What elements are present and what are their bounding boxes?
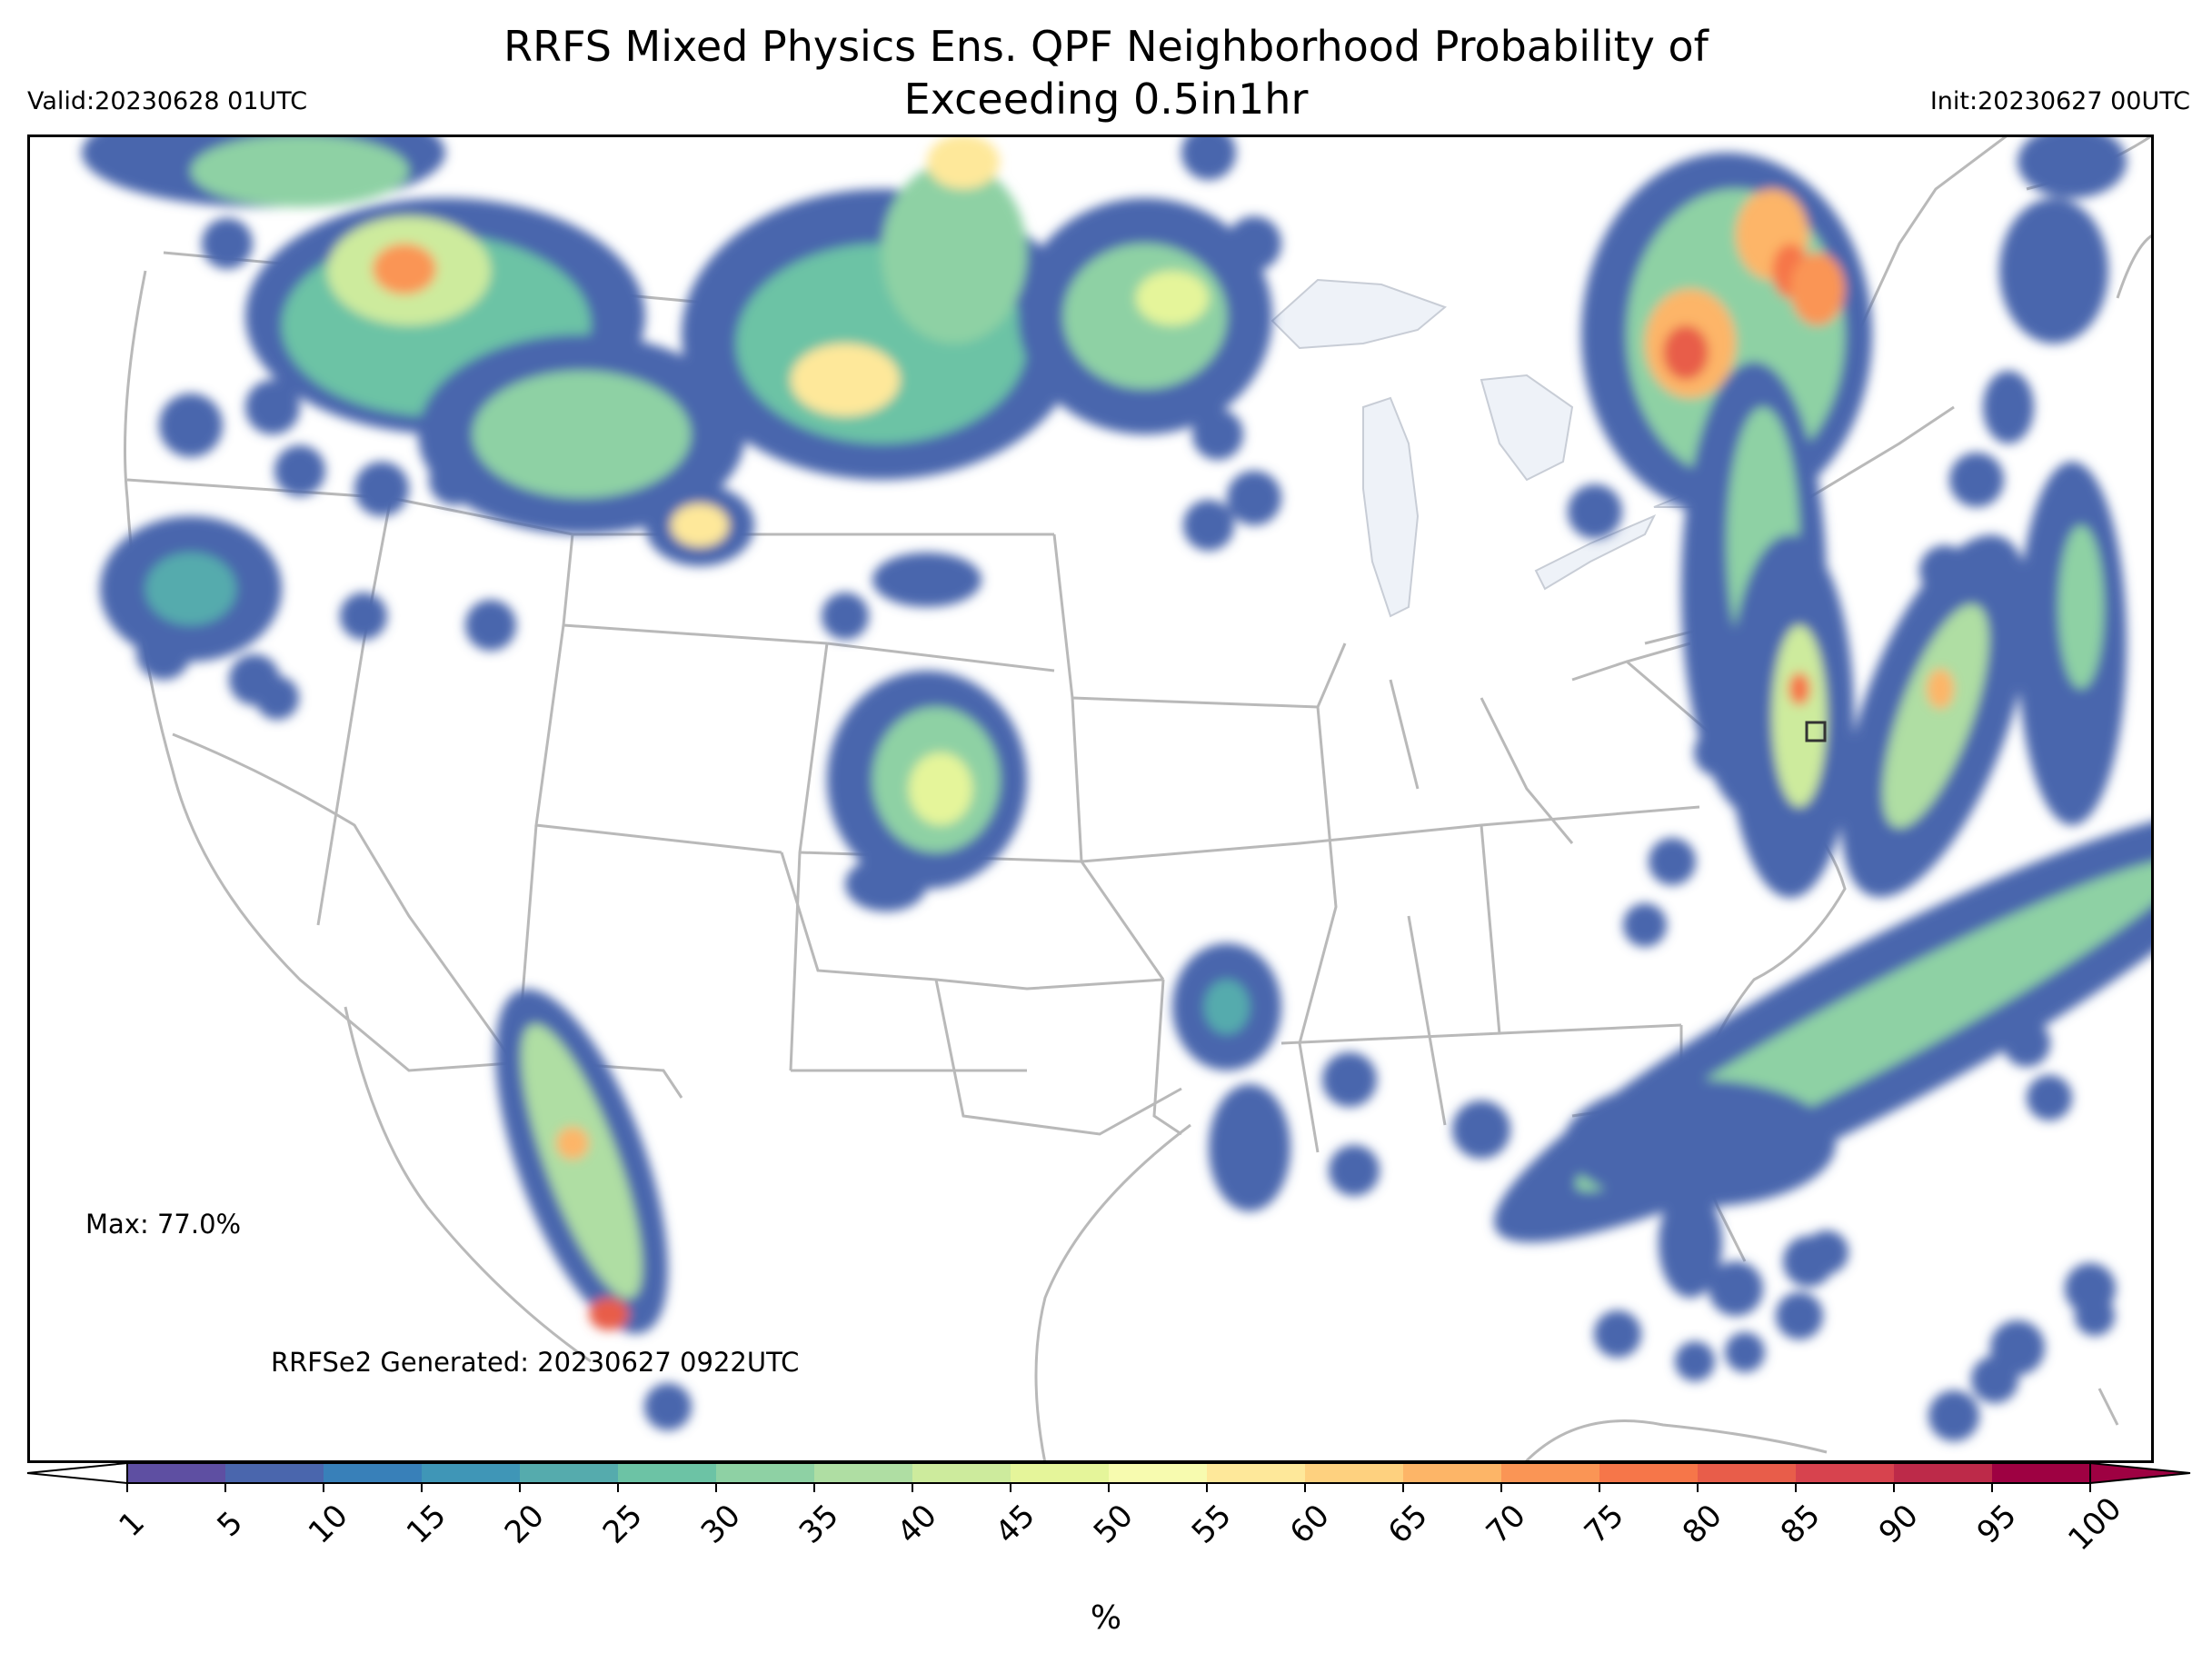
colorbar-tick-label: 40: [891, 1498, 944, 1551]
colorbar-cell: [1207, 1463, 1306, 1483]
title-line-1: RRFS Mixed Physics Ens. QPF Neighborhood…: [503, 22, 1709, 71]
colorbar-tick-label: 95: [1970, 1498, 2024, 1551]
plains-cluster: [827, 671, 1027, 911]
colorbar-tick-label: 45: [989, 1498, 1042, 1551]
colorbar-cell: [1599, 1463, 1699, 1483]
colorbar-cell: [1698, 1463, 1797, 1483]
colorbar-cell: [1992, 1463, 2091, 1483]
colorbar-cell: [912, 1463, 1011, 1483]
valid-time-label: Valid:20230628 01UTC: [27, 87, 308, 115]
colorbar-tick-label: 30: [694, 1498, 748, 1551]
colorbar-tick-label: 5: [210, 1504, 250, 1544]
map-title: RRFS Mixed Physics Ens. QPF Neighborhood…: [0, 20, 2212, 125]
colorbar-cell: [225, 1463, 324, 1483]
generated-label: RRFSe2 Generated: 20230627 0922UTC: [271, 1347, 800, 1378]
colorbar: 1 5 10 15 20 25 30 35 40 45 50 55 60 65 70 75 80 85 90 95 10…: [26, 1461, 2191, 1558]
colorbar-cell: [520, 1463, 619, 1483]
colorbar-cell: [814, 1463, 913, 1483]
colorbar-cell: [716, 1463, 815, 1483]
colorbar-cell: [1796, 1463, 1895, 1483]
colorbar-tick-label: 10: [302, 1498, 355, 1551]
init-time-label: Init:20230627 00UTC: [1929, 87, 2190, 115]
colorbar-tick-label: 20: [498, 1498, 552, 1551]
title-line-2: Exceeding 0.5in1hr: [903, 75, 1309, 124]
colorbar-tick-label: 80: [1676, 1498, 1729, 1551]
map-panel: [27, 134, 2154, 1463]
colorbar-cell: [618, 1463, 717, 1483]
colorbar-tick-label: 90: [1872, 1498, 1926, 1551]
colorbar-cell: [1109, 1463, 1208, 1483]
colorbar-cell: [1894, 1463, 1993, 1483]
colorbar-tick-label: 15: [400, 1498, 453, 1551]
east-coast-cluster: [1494, 134, 2154, 1441]
colorbar-cell: [127, 1463, 226, 1483]
colorbar-cell: [324, 1463, 423, 1483]
gulf-cluster: [1172, 943, 1510, 1211]
map-frame: [27, 134, 2154, 1463]
colorbar-tick-label: 55: [1185, 1498, 1239, 1551]
political-borders: [124, 134, 2154, 1463]
colorbar-unit-label: %: [1090, 1599, 1122, 1637]
colorbar-tick-label: 35: [792, 1498, 846, 1551]
colorbar-cell: [422, 1463, 521, 1483]
colorbar-tick-label: 50: [1087, 1498, 1141, 1551]
max-value-label: Max: 77.0%: [85, 1209, 242, 1240]
colorbar-tick-label: 65: [1381, 1498, 1435, 1551]
nw-cluster: [82, 134, 1281, 651]
colorbar-extend-low: [26, 1461, 128, 1485]
mexico-cluster: [495, 989, 692, 1430]
colorbar-tick-label: 70: [1480, 1498, 1533, 1551]
colorbar-cell: [1501, 1463, 1600, 1483]
max-location-marker: [1805, 721, 1827, 742]
colorbar-tick-label: 85: [1774, 1498, 1828, 1551]
colorbar-tick-label: 75: [1578, 1498, 1631, 1551]
colorbar-extend-high: [2089, 1461, 2191, 1485]
west-coast-cluster: [100, 516, 299, 720]
probability-field: [82, 134, 2154, 1441]
colorbar-cell: [1305, 1463, 1404, 1483]
colorbar-cell: [1403, 1463, 1502, 1483]
colorbar-tick-label: 25: [596, 1498, 650, 1551]
colorbar-tick-label: 60: [1283, 1498, 1337, 1551]
colorbar-cell: [1011, 1463, 1110, 1483]
colorbar-tick-label: 1: [112, 1504, 152, 1544]
colorbar-tick-label: 100: [2061, 1490, 2128, 1558]
